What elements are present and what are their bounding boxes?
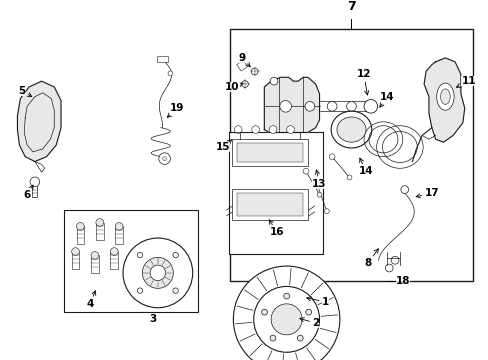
Bar <box>115 226 123 244</box>
Circle shape <box>253 287 319 352</box>
Ellipse shape <box>436 83 453 110</box>
Circle shape <box>279 100 291 112</box>
Text: 15: 15 <box>215 140 231 152</box>
Circle shape <box>314 183 320 189</box>
Circle shape <box>72 248 79 256</box>
Circle shape <box>385 264 392 272</box>
Circle shape <box>173 252 178 258</box>
Text: 10: 10 <box>224 82 243 92</box>
Circle shape <box>268 126 276 134</box>
Text: 14: 14 <box>358 158 372 176</box>
Text: 2: 2 <box>299 318 319 328</box>
Circle shape <box>390 256 398 264</box>
Text: 16: 16 <box>269 220 284 237</box>
Circle shape <box>115 222 123 230</box>
Text: 5: 5 <box>19 86 32 96</box>
Circle shape <box>233 266 339 360</box>
Circle shape <box>173 288 178 293</box>
Text: 19: 19 <box>167 103 184 117</box>
Text: 7: 7 <box>346 0 355 13</box>
Circle shape <box>305 102 314 111</box>
Text: 9: 9 <box>238 53 250 67</box>
Circle shape <box>326 102 336 111</box>
Circle shape <box>346 175 351 180</box>
Circle shape <box>328 154 334 159</box>
Text: 3: 3 <box>149 314 156 324</box>
Text: 4: 4 <box>86 291 96 309</box>
Circle shape <box>30 177 40 187</box>
Circle shape <box>261 309 267 315</box>
Circle shape <box>137 288 142 293</box>
Circle shape <box>96 219 103 226</box>
Text: 8: 8 <box>364 249 378 268</box>
Circle shape <box>234 126 242 134</box>
Circle shape <box>303 168 308 174</box>
Circle shape <box>297 335 303 341</box>
Ellipse shape <box>330 111 371 148</box>
Bar <box>157 56 168 62</box>
Polygon shape <box>264 77 319 132</box>
Text: 6: 6 <box>23 185 33 201</box>
Text: 17: 17 <box>415 189 438 198</box>
Ellipse shape <box>336 117 365 142</box>
Bar <box>230 29 471 280</box>
Polygon shape <box>18 81 61 162</box>
Circle shape <box>91 252 99 259</box>
Bar <box>91 256 99 273</box>
Bar <box>237 143 303 162</box>
Text: 13: 13 <box>312 170 326 189</box>
Bar <box>76 226 84 244</box>
Circle shape <box>123 238 192 308</box>
Circle shape <box>283 293 289 299</box>
Bar <box>236 60 247 71</box>
Circle shape <box>239 57 244 63</box>
Bar <box>32 182 37 197</box>
Bar <box>232 189 307 220</box>
Circle shape <box>286 126 294 134</box>
Circle shape <box>241 81 248 87</box>
Polygon shape <box>423 58 464 142</box>
Circle shape <box>270 304 302 335</box>
Bar <box>64 210 197 312</box>
Circle shape <box>324 209 328 213</box>
Circle shape <box>251 126 259 134</box>
Bar <box>96 222 103 240</box>
Ellipse shape <box>440 89 449 104</box>
Bar <box>72 252 79 269</box>
Bar <box>232 139 307 166</box>
Text: 1: 1 <box>306 297 328 307</box>
Circle shape <box>159 153 170 165</box>
Circle shape <box>251 68 258 75</box>
Circle shape <box>110 248 118 256</box>
Text: 11: 11 <box>455 76 475 87</box>
Circle shape <box>269 77 277 85</box>
Circle shape <box>76 222 84 230</box>
Circle shape <box>142 257 173 288</box>
Circle shape <box>163 157 166 161</box>
Text: 14: 14 <box>379 92 394 107</box>
Circle shape <box>364 100 377 113</box>
Circle shape <box>400 186 408 193</box>
Circle shape <box>346 102 356 111</box>
Circle shape <box>137 252 142 258</box>
Circle shape <box>316 192 321 197</box>
Circle shape <box>269 335 275 341</box>
Circle shape <box>305 309 311 315</box>
Text: 12: 12 <box>356 69 370 95</box>
Bar <box>110 252 118 269</box>
Bar <box>228 132 323 253</box>
Text: 18: 18 <box>395 276 409 285</box>
Circle shape <box>168 71 172 76</box>
Bar <box>237 193 303 216</box>
Circle shape <box>150 265 165 280</box>
